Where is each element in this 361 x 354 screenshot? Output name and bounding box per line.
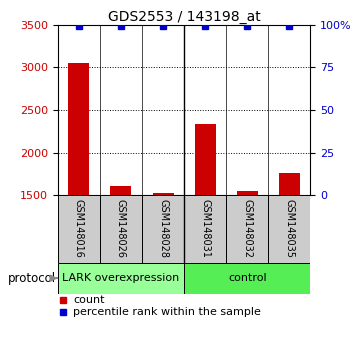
Text: GSM148035: GSM148035 [284,199,295,258]
Text: GSM148028: GSM148028 [158,199,168,258]
Text: LARK overexpression: LARK overexpression [62,273,179,283]
Text: GSM148032: GSM148032 [242,199,252,258]
Bar [237,191,258,195]
Bar [110,186,131,195]
Title: GDS2553 / 143198_at: GDS2553 / 143198_at [108,10,261,24]
Text: GSM148031: GSM148031 [200,199,210,258]
Bar [195,124,216,195]
Bar [184,195,226,263]
Bar [68,63,90,195]
Text: count: count [73,295,104,305]
Bar [152,193,174,195]
Bar [58,195,100,263]
Bar [279,173,300,195]
Bar [226,195,268,263]
Text: protocol: protocol [8,272,56,285]
Bar [100,195,142,263]
Text: GSM148016: GSM148016 [74,199,84,258]
Bar [58,263,184,294]
Text: GSM148026: GSM148026 [116,199,126,258]
Text: percentile rank within the sample: percentile rank within the sample [73,307,261,318]
Bar [142,195,184,263]
Bar [184,263,310,294]
Text: control: control [228,273,266,283]
Bar [268,195,310,263]
